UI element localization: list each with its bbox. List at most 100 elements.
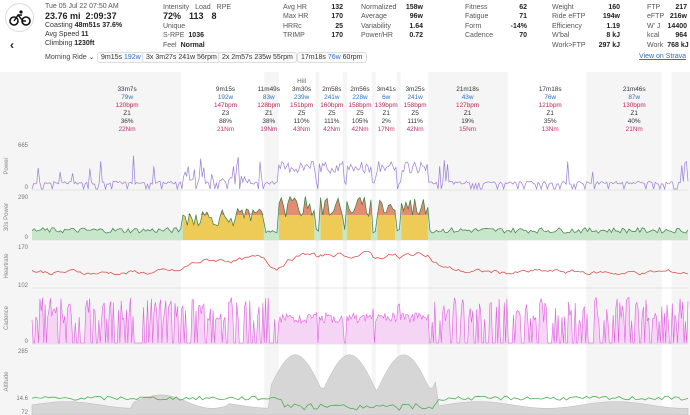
axis-title: Altitude xyxy=(4,371,10,392)
stat-label: FTP xyxy=(647,4,661,11)
interval-chip-2[interactable]: 3x 3m27s 241w 56rpm xyxy=(142,52,221,63)
interval-highlight-band xyxy=(507,72,587,415)
stat-value: 964 xyxy=(675,32,687,40)
stat-row: Average 96w xyxy=(361,12,423,21)
streams-svg[interactable]: Power 665 0 30s Power 290 0 Heartrate 170 102 Cad… xyxy=(0,72,690,415)
ride-name[interactable]: Morning Ride ⌄ xyxy=(45,54,95,61)
ftp-stats-column: FTP 217 eFTP 216w W' J 14400 kcal 964 Work 768 kJ xyxy=(647,3,689,50)
tick-label-max: 290 xyxy=(18,195,29,201)
stat-label: Weight xyxy=(552,4,574,11)
stat-row: Normalized 158w xyxy=(361,3,423,12)
stat-row: Cadence 70 xyxy=(465,31,527,40)
power-line xyxy=(31,155,689,191)
stat-label: Fatigue xyxy=(465,13,489,21)
interval-dur: 2m56s xyxy=(350,86,369,93)
interval-hr: 151bpm xyxy=(290,102,313,109)
stat-value: 297 kJ xyxy=(598,41,620,49)
interval-hr: 147bpm xyxy=(214,102,237,109)
interval-hr: 130bpm xyxy=(623,102,646,109)
stat-label: Form xyxy=(465,22,482,30)
stat-row: Work 768 kJ xyxy=(647,41,689,50)
chip-power: 76w xyxy=(327,54,341,61)
stat-value: 170 xyxy=(331,32,343,40)
intensity-label: Intensity xyxy=(163,4,190,11)
interval-pct: 38% xyxy=(262,118,275,125)
stat-row: eFTP 216w xyxy=(647,12,687,21)
chip-power: 192w xyxy=(123,54,141,61)
altitude-area xyxy=(31,354,689,415)
interval-hr: 121bpm xyxy=(539,102,562,109)
heartrate-line xyxy=(31,251,689,276)
interval-chip-3[interactable]: 2x 2m57s 235w 55rpm xyxy=(218,52,297,63)
power-stats-column: Normalized 158w Average 96w Variability 1.64 P… xyxy=(361,3,423,41)
interval-w: 83w xyxy=(263,94,275,101)
climbing-value: 1230ft xyxy=(74,40,95,47)
interval-dur: 21m46s xyxy=(623,86,646,93)
stat-label: Max HR xyxy=(283,13,309,21)
feel-label: Feel xyxy=(163,41,177,49)
cadence-line xyxy=(31,296,689,344)
tick-label-max: 285 xyxy=(18,349,29,355)
interval-nm: 17Nm xyxy=(378,126,395,133)
interval-pct: 88% xyxy=(219,118,232,125)
chip-duration: 17m18s xyxy=(301,54,326,61)
feel-value[interactable]: Normal xyxy=(180,41,205,49)
interval-dur: 17m18s xyxy=(539,86,562,93)
activity-chart[interactable]: Power 665 0 30s Power 290 0 Heartrate 170 102 Cad… xyxy=(0,72,690,415)
interval-pct: 111% xyxy=(324,118,340,125)
stat-value: 217 xyxy=(675,4,687,11)
intensity-column: Intensity Load RPE 72% 113 8 Unique S-RP… xyxy=(163,3,241,50)
interval-nm: 19Nm xyxy=(260,126,277,133)
interval-zone: Z1 xyxy=(265,110,273,117)
interval-nm: 15Nm xyxy=(459,126,476,133)
activity-date: Tue 05 Jul 22 07:50 AM xyxy=(45,3,119,10)
interval-label: Hill xyxy=(297,78,306,85)
interval-hr: 160bpm xyxy=(320,102,343,109)
interval-hr: 158bpm xyxy=(348,102,371,109)
view-on-strava-link[interactable]: View on Strava xyxy=(639,53,686,60)
interval-highlight-band xyxy=(661,72,672,415)
speed-tick-label: 14.6 xyxy=(16,396,28,402)
interval-hr: 139bpm xyxy=(375,102,398,109)
coasting-label: Coasting xyxy=(45,22,73,29)
stat-value: 1.19 xyxy=(606,22,620,30)
interval-dur: 9m15s xyxy=(216,86,235,93)
stat-value: 170 xyxy=(331,13,343,21)
tick-label-min: 0 xyxy=(25,339,29,345)
rpe-value[interactable]: 8 xyxy=(211,11,217,22)
interval-w: 43w xyxy=(462,94,474,101)
interval-w: 192w xyxy=(218,94,234,101)
stat-row: TRIMP 170 xyxy=(283,31,343,40)
coasting-value: 48m51s xyxy=(74,22,101,29)
stat-label: Cadence xyxy=(465,32,494,40)
interval-nm: 43Nm xyxy=(293,126,310,133)
interval-zone: Z1 xyxy=(123,110,131,117)
interval-zone: Z1 xyxy=(546,110,554,117)
chevron-left-icon[interactable]: ‹ xyxy=(10,38,14,52)
interval-dur: 11m49s xyxy=(258,86,280,93)
stat-label: TRIMP xyxy=(283,32,305,40)
climbing-row: Climbing 1230ft xyxy=(45,40,94,47)
tick-label-min: 102 xyxy=(18,283,29,289)
interval-hr: 128bpm xyxy=(257,102,280,109)
ride-name-label: Morning Ride xyxy=(45,54,87,61)
interval-pct: 40% xyxy=(628,118,641,125)
stat-label: Avg HR xyxy=(283,4,307,11)
avg-speed-label: Avg Speed xyxy=(45,31,80,38)
stat-label: Variability xyxy=(361,22,391,30)
stat-label: HRRc xyxy=(283,22,302,30)
interval-chip-1[interactable]: 9m15s 192w xyxy=(97,52,145,63)
stat-label: Average xyxy=(361,13,387,21)
stat-value: -14% xyxy=(510,22,527,30)
axis-title: Power xyxy=(4,157,10,174)
power30-zone-high xyxy=(182,208,264,215)
interval-nm: 42Nm xyxy=(323,126,340,133)
stat-value: 216w xyxy=(669,13,687,21)
stat-row: Fatigue 71 xyxy=(465,12,527,21)
interval-w: 79w xyxy=(121,94,133,101)
interval-chip-4[interactable]: 17m18s 76w 60rpm xyxy=(297,52,367,63)
interval-dur: 3m25s xyxy=(406,86,425,93)
axis-title: Heartrate xyxy=(4,253,10,279)
stat-row: Ride eFTP 194w xyxy=(552,12,620,21)
srpe-label: S-RPE xyxy=(163,32,185,40)
